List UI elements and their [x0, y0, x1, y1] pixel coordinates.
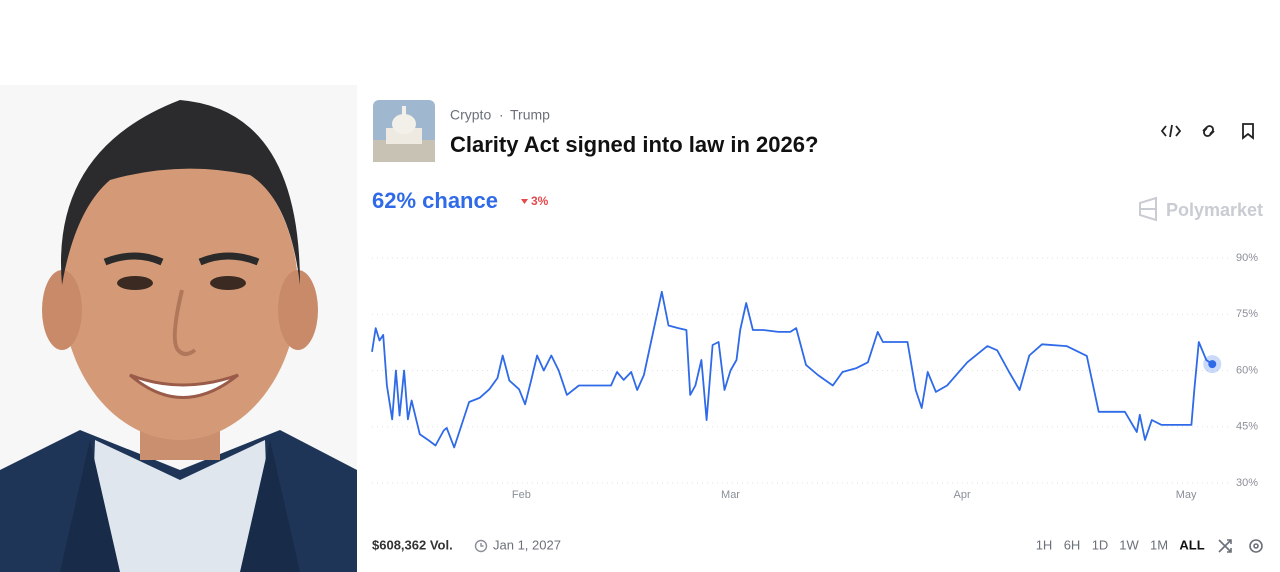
y-tick-label: 30%: [1236, 477, 1258, 489]
change-arrow: [521, 199, 528, 204]
brand-logo: [1139, 196, 1157, 222]
range-button[interactable]: 1H: [1036, 537, 1053, 552]
tag-separator: ·: [499, 107, 504, 123]
tag[interactable]: Trump: [510, 107, 550, 123]
y-tick-label: 90%: [1236, 252, 1258, 264]
chance: 62% chance: [372, 188, 498, 213]
current-point: [1208, 360, 1217, 369]
market-thumbnail: [373, 100, 435, 162]
x-tick-label: May: [1176, 489, 1197, 501]
range-button[interactable]: 1W: [1119, 537, 1139, 552]
x-tick-label: Apr: [953, 489, 970, 501]
brand: Polymarket: [1166, 200, 1263, 220]
tag[interactable]: Crypto: [450, 107, 491, 123]
portrait-photo: [0, 85, 357, 572]
y-tick-label: 45%: [1236, 421, 1258, 433]
change: 3%: [531, 194, 549, 208]
shuffle-button[interactable]: [1218, 539, 1232, 553]
range-button[interactable]: 6H: [1064, 537, 1081, 552]
x-tick-label: Mar: [721, 489, 740, 501]
x-tick-label: Feb: [512, 489, 531, 501]
range-button[interactable]: 1M: [1150, 537, 1168, 552]
header-actions: [1160, 123, 1254, 140]
clock-icon: [474, 539, 488, 553]
bookmark-button[interactable]: [1242, 123, 1254, 140]
footer-actions: [1218, 539, 1263, 553]
range-button[interactable]: 1D: [1092, 537, 1109, 552]
link-button[interactable]: [1202, 125, 1215, 137]
range-button[interactable]: ALL: [1179, 537, 1204, 552]
range-selector: 1H 6H 1D 1W 1M ALL: [1036, 537, 1205, 552]
chart: 90% 75% 60% 45% 30% Feb Mar Apr May: [371, 252, 1258, 501]
settings-button[interactable]: [1249, 539, 1263, 553]
end-date: Jan 1, 2027: [493, 537, 561, 552]
embed-button[interactable]: [1160, 124, 1182, 138]
y-tick-label: 60%: [1236, 364, 1258, 376]
market-title: Clarity Act signed into law in 2026?: [450, 132, 818, 157]
volume: $608,362 Vol.: [372, 537, 453, 552]
price-line: [371, 290, 1213, 449]
y-tick-label: 75%: [1236, 308, 1258, 320]
